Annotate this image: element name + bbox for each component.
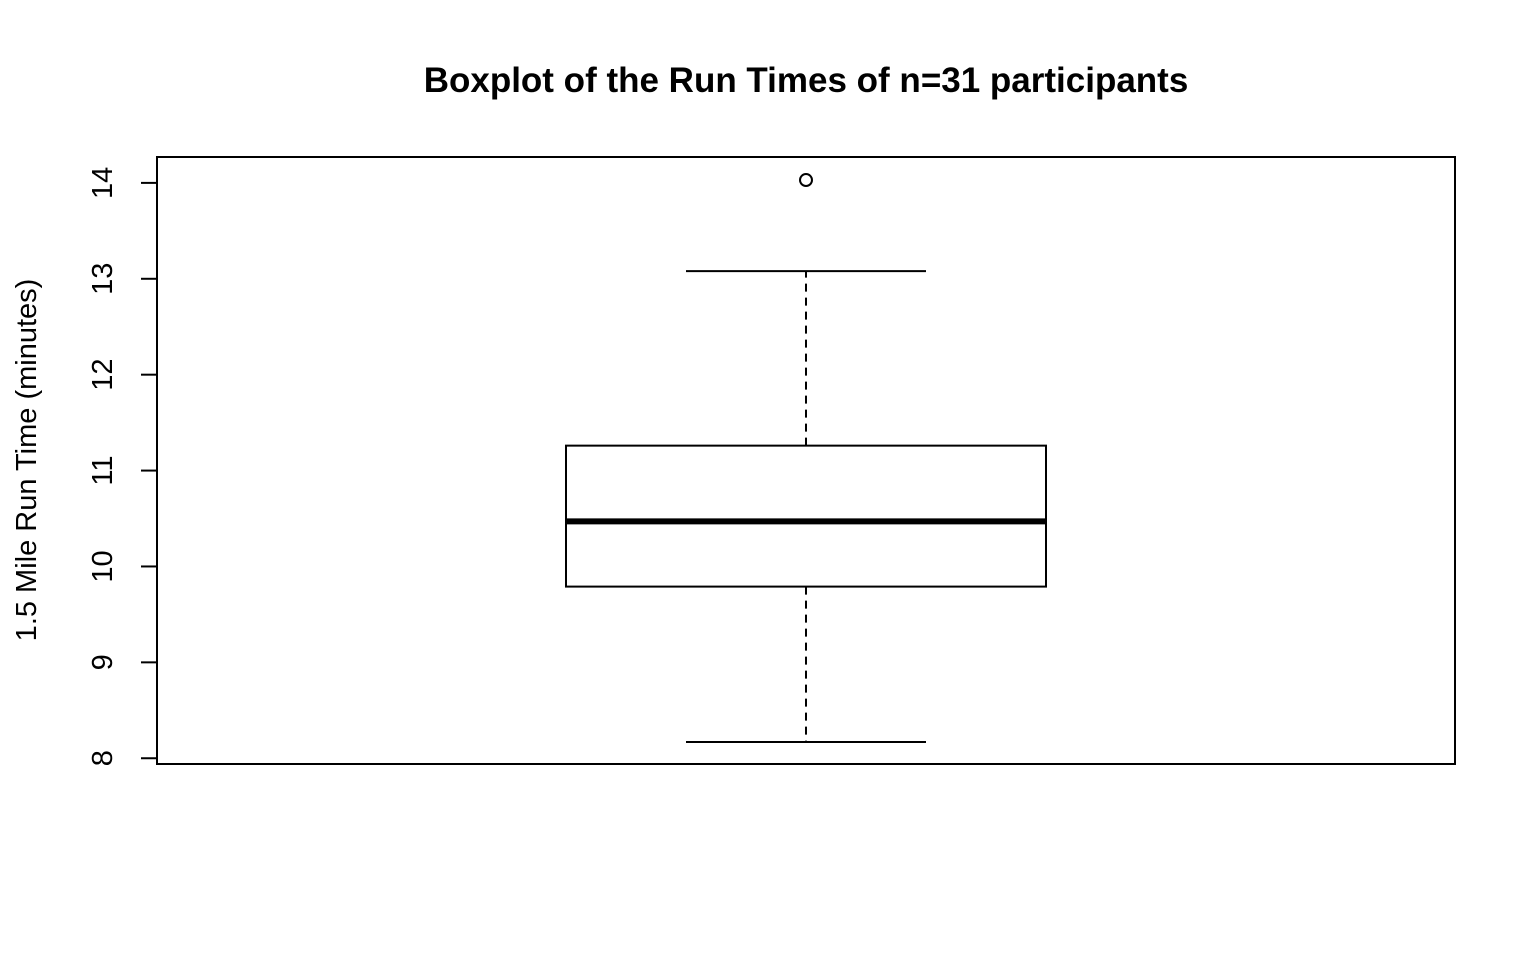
y-axis: 8 9 10 11 12 13 14 xyxy=(87,167,158,766)
y-tick-label: 9 xyxy=(87,654,119,670)
outlier-point xyxy=(799,173,813,188)
box-series xyxy=(565,173,1047,743)
y-tick-label: 11 xyxy=(87,456,119,486)
y-tick-label: 12 xyxy=(87,359,119,391)
chart-title: Boxplot of the Run Times of n=31 partici… xyxy=(424,61,1189,100)
interquartile-box xyxy=(565,444,1047,588)
y-tick-label: 8 xyxy=(87,750,119,766)
y-axis-label: 1.5 Mile Run Time (minutes) xyxy=(11,279,43,642)
y-tick-label: 10 xyxy=(87,550,119,582)
y-tick-label: 13 xyxy=(87,263,119,295)
y-tick-label: 14 xyxy=(87,167,119,199)
